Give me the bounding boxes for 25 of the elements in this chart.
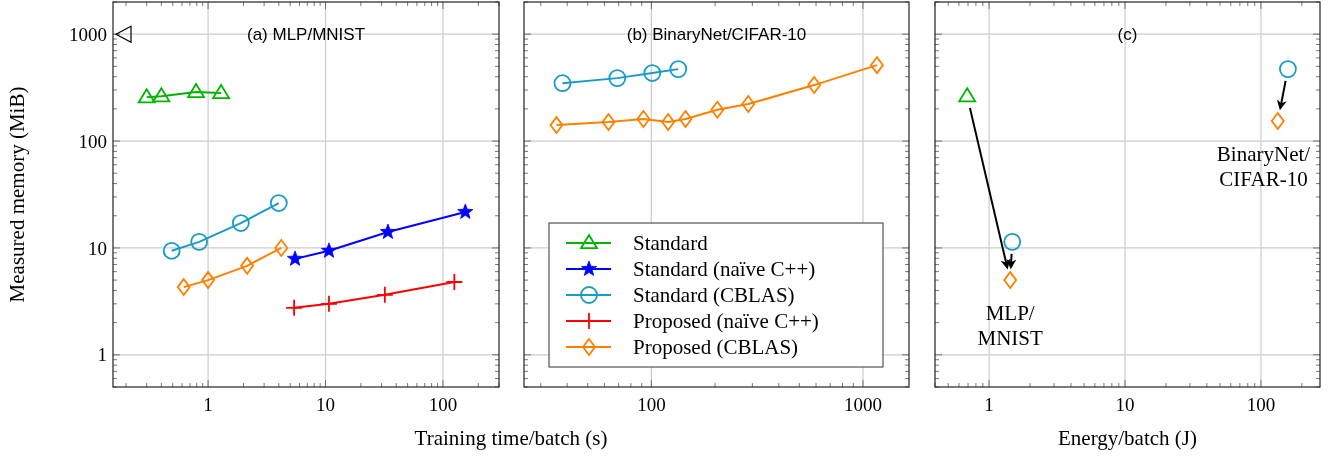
x-tick-label: 1000 (843, 394, 882, 415)
annotation: MLP/ MNIST (977, 301, 1044, 351)
legend-label: Standard (633, 231, 709, 256)
x-tick-label: 1 (203, 394, 213, 415)
legend-label: Proposed (CBLAS) (633, 335, 799, 360)
y-tick-label: 1 (97, 344, 107, 366)
x-tick-label: 100 (637, 394, 666, 415)
x-tick-label: 10 (316, 394, 336, 415)
y-tick-label: 100 (78, 130, 107, 152)
x-axis-title: Training time/batch (s) (414, 426, 608, 450)
x-tick-label: 1 (984, 394, 994, 415)
y-tick-label: 10 (88, 237, 107, 259)
text: (b) BinaryNet/CIFAR-10 (626, 25, 807, 45)
legend-label: Proposed (naïve C++) (633, 309, 819, 334)
annotation: BinaryNet/ CIFAR-10 (1216, 142, 1311, 192)
y-axis-title: Measured memory (MiB) (5, 86, 29, 303)
x-tick-label: 100 (428, 394, 458, 415)
x-axis-title: Energy/batch (J) (1058, 426, 1197, 450)
y-tick-label: 1000 (69, 23, 107, 45)
legend-label: Standard (CBLAS) (633, 283, 795, 308)
x-tick-label: 100 (1246, 394, 1276, 415)
text: (c) (1117, 25, 1138, 45)
text: (a) MLP/MNIST (246, 25, 366, 45)
legend-label: Standard (naïve C++) (633, 257, 816, 282)
x-tick-label: 10 (1115, 394, 1135, 415)
